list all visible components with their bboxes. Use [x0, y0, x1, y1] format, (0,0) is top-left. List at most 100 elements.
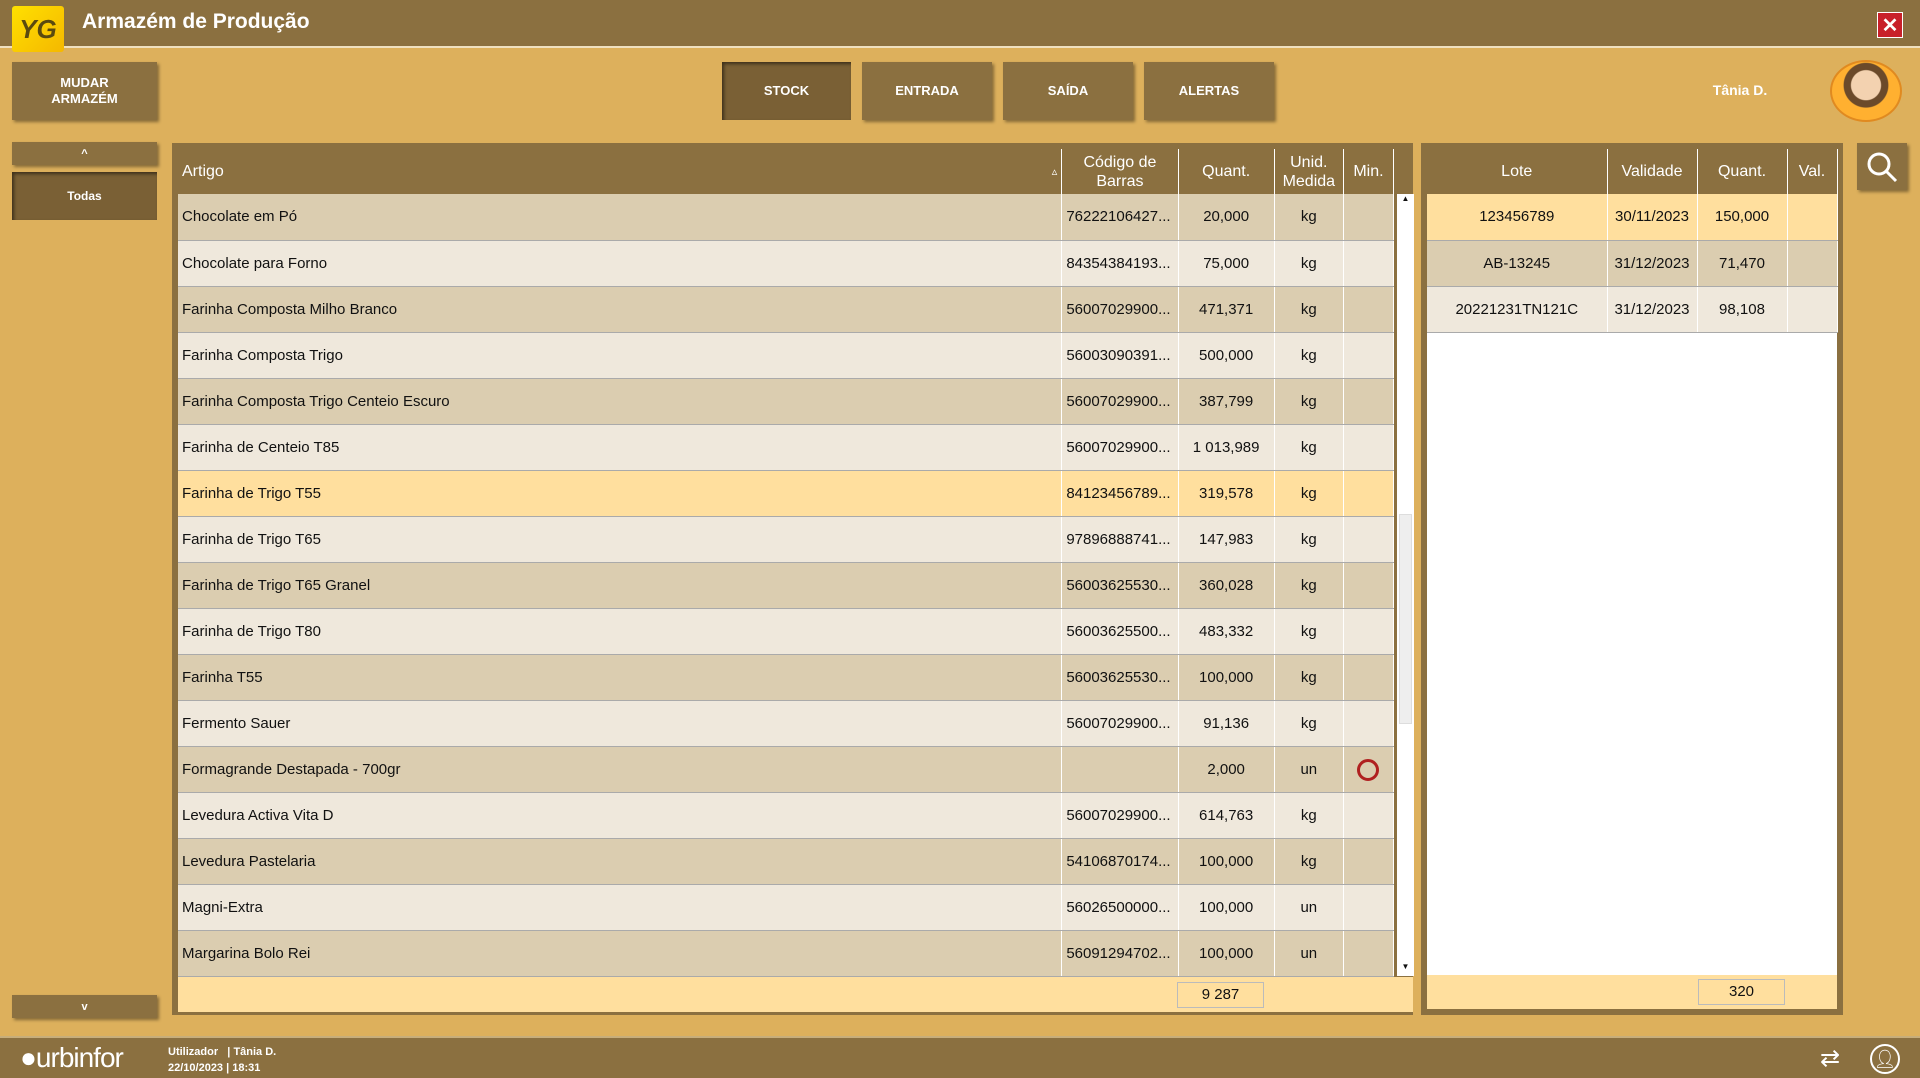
- cell-min: [1343, 930, 1395, 977]
- cell-codigo: 84123456789...: [1061, 470, 1179, 517]
- close-button[interactable]: ✕: [1877, 12, 1903, 38]
- tab-alertas[interactable]: ALERTAS: [1144, 62, 1274, 120]
- table-row[interactable]: Farinha de Trigo T65 97896888741... 147,98…: [178, 516, 1395, 563]
- col-lote[interactable]: Lote: [1427, 149, 1608, 194]
- table-row[interactable]: Formagrande Destapada - 700gr 2,000 un: [178, 746, 1395, 793]
- lot-panel: Lote Validade Quant. Val. 123456789 30/11…: [1421, 143, 1843, 1015]
- col-lot-quant[interactable]: Quant.: [1697, 149, 1788, 194]
- cell-quant: 319,578: [1178, 470, 1275, 517]
- table-row[interactable]: Levedura Activa Vita D 56007029900... 614,…: [178, 792, 1395, 839]
- cell-min: [1343, 654, 1395, 701]
- app-logo: YG: [12, 6, 64, 52]
- lot-row[interactable]: 123456789 30/11/2023 150,000: [1427, 194, 1838, 241]
- sync-icon[interactable]: ⇄: [1820, 1045, 1841, 1072]
- cell-quant: 387,799: [1178, 378, 1275, 425]
- cell-min: [1343, 516, 1395, 563]
- cell-codigo: 56003090391...: [1061, 332, 1179, 379]
- cell-quant: 100,000: [1178, 884, 1275, 931]
- lot-table: Lote Validade Quant. Val. 123456789 30/11…: [1427, 149, 1838, 333]
- table-row[interactable]: Fermento Sauer 56007029900... 91,136 kg: [178, 700, 1395, 747]
- cell-min: [1343, 792, 1395, 839]
- lot-row[interactable]: AB-13245 31/12/2023 71,470: [1427, 240, 1838, 287]
- cell-quant: 91,136: [1178, 700, 1275, 747]
- urbinfor-logo: ●urbinfor: [20, 1042, 124, 1073]
- tab-saida[interactable]: SAÍDA: [1003, 62, 1133, 120]
- cell-quant: 98,108: [1697, 286, 1788, 333]
- col-unid[interactable]: Unid. Medida: [1274, 149, 1344, 194]
- table-row[interactable]: Farinha de Trigo T55 84123456789... 319,57…: [178, 470, 1395, 517]
- table-row[interactable]: Margarina Bolo Rei 56091294702... 100,000 u…: [178, 930, 1395, 977]
- cell-quant: 2,000: [1178, 746, 1275, 793]
- table-row[interactable]: Farinha Composta Trigo Centeio Escuro 560…: [178, 378, 1395, 425]
- window-title: Armazém de Produção: [82, 10, 310, 33]
- avatar[interactable]: [1830, 60, 1902, 122]
- cell-quant: 100,000: [1178, 654, 1275, 701]
- search-icon: [1867, 152, 1898, 182]
- cell-min: [1343, 562, 1395, 609]
- brand-name: urbinfor: [35, 1042, 124, 1073]
- table-row[interactable]: Chocolate para Forno 84354384193... 75,000…: [178, 240, 1395, 287]
- cell-unid: kg: [1274, 424, 1344, 471]
- col-codigo[interactable]: Código de Barras: [1061, 149, 1179, 194]
- table-row[interactable]: Farinha de Centeio T85 56007029900... 1 01…: [178, 424, 1395, 471]
- col-artigo[interactable]: Artigo ▵: [178, 149, 1063, 194]
- table-row[interactable]: Magni-Extra 56026500000... 100,000 un: [178, 884, 1395, 931]
- cell-val: [1787, 240, 1838, 287]
- cell-unid: kg: [1274, 792, 1344, 839]
- cell-quant: 147,983: [1178, 516, 1275, 563]
- cell-quant: 20,000: [1178, 194, 1275, 241]
- table-row[interactable]: Levedura Pastelaria 54106870174... 100,000…: [178, 838, 1395, 885]
- cell-unid: un: [1274, 884, 1344, 931]
- cell-quant: 150,000: [1697, 194, 1788, 241]
- scroll-up-button[interactable]: ^: [12, 142, 157, 165]
- search-button[interactable]: [1857, 143, 1907, 190]
- scroll-down-arrow-icon[interactable]: ▼: [1401, 962, 1410, 971]
- cell-codigo: 56026500000...: [1061, 884, 1179, 931]
- cell-codigo: 56007029900...: [1061, 424, 1179, 471]
- scroll-up-arrow-icon[interactable]: ▲: [1401, 194, 1410, 203]
- table-row[interactable]: Farinha Composta Milho Branco 56007029900…: [178, 286, 1395, 333]
- col-min[interactable]: Min.: [1343, 149, 1395, 194]
- cell-min: [1343, 470, 1395, 517]
- cell-artigo: Farinha de Centeio T85: [178, 424, 1063, 471]
- table-row[interactable]: Chocolate em Pó 76222106427... 20,000 kg: [178, 194, 1395, 241]
- table-row[interactable]: Farinha Composta Trigo 56003090391... 500,…: [178, 332, 1395, 379]
- scrollbar-thumb[interactable]: [1399, 514, 1412, 724]
- col-validade[interactable]: Validade: [1607, 149, 1698, 194]
- cell-unid: kg: [1274, 608, 1344, 655]
- cell-codigo: [1061, 746, 1179, 793]
- lot-footer: 320: [1427, 975, 1837, 1009]
- cell-codigo: 56007029900...: [1061, 378, 1179, 425]
- cell-unid: kg: [1274, 654, 1344, 701]
- category-todas[interactable]: Todas: [12, 172, 157, 220]
- cell-validade: 31/12/2023: [1607, 286, 1698, 333]
- cell-artigo: Farinha de Trigo T55: [178, 470, 1063, 517]
- scroll-down-button[interactable]: v: [12, 995, 157, 1018]
- cell-codigo: 56003625530...: [1061, 562, 1179, 609]
- cell-unid: kg: [1274, 194, 1344, 241]
- cell-artigo: Fermento Sauer: [178, 700, 1063, 747]
- lot-row[interactable]: 20221231TN121C 31/12/2023 98,108: [1427, 286, 1838, 333]
- tab-entrada[interactable]: ENTRADA: [862, 62, 992, 120]
- cell-val: [1787, 286, 1838, 333]
- user-name: Tânia D.: [1712, 82, 1768, 98]
- user-account-icon[interactable]: 👤︎: [1870, 1044, 1900, 1074]
- scrollbar[interactable]: ▲ ▼: [1397, 194, 1414, 976]
- cell-unid: kg: [1274, 838, 1344, 885]
- cell-quant: 500,000: [1178, 332, 1275, 379]
- change-warehouse-button[interactable]: MUDAR ARMAZÉM: [12, 62, 157, 120]
- cell-artigo: Margarina Bolo Rei: [178, 930, 1063, 977]
- col-val[interactable]: Val.: [1787, 149, 1838, 194]
- cell-min: [1343, 884, 1395, 931]
- cell-quant: 100,000: [1178, 930, 1275, 977]
- cell-unid: kg: [1274, 332, 1344, 379]
- tab-stock[interactable]: STOCK: [722, 62, 851, 120]
- table-row[interactable]: Farinha de Trigo T80 56003625500... 483,33…: [178, 608, 1395, 655]
- table-row[interactable]: Farinha T55 56003625530... 100,000 kg: [178, 654, 1395, 701]
- stopwatch-icon: [1357, 759, 1380, 781]
- table-row[interactable]: Farinha de Trigo T65 Granel 56003625530..…: [178, 562, 1395, 609]
- col-quant[interactable]: Quant.: [1178, 149, 1275, 194]
- title-bar: YG Armazém de Produção ✕: [0, 0, 1920, 52]
- cell-min: [1343, 378, 1395, 425]
- cell-artigo: Farinha de Trigo T65 Granel: [178, 562, 1063, 609]
